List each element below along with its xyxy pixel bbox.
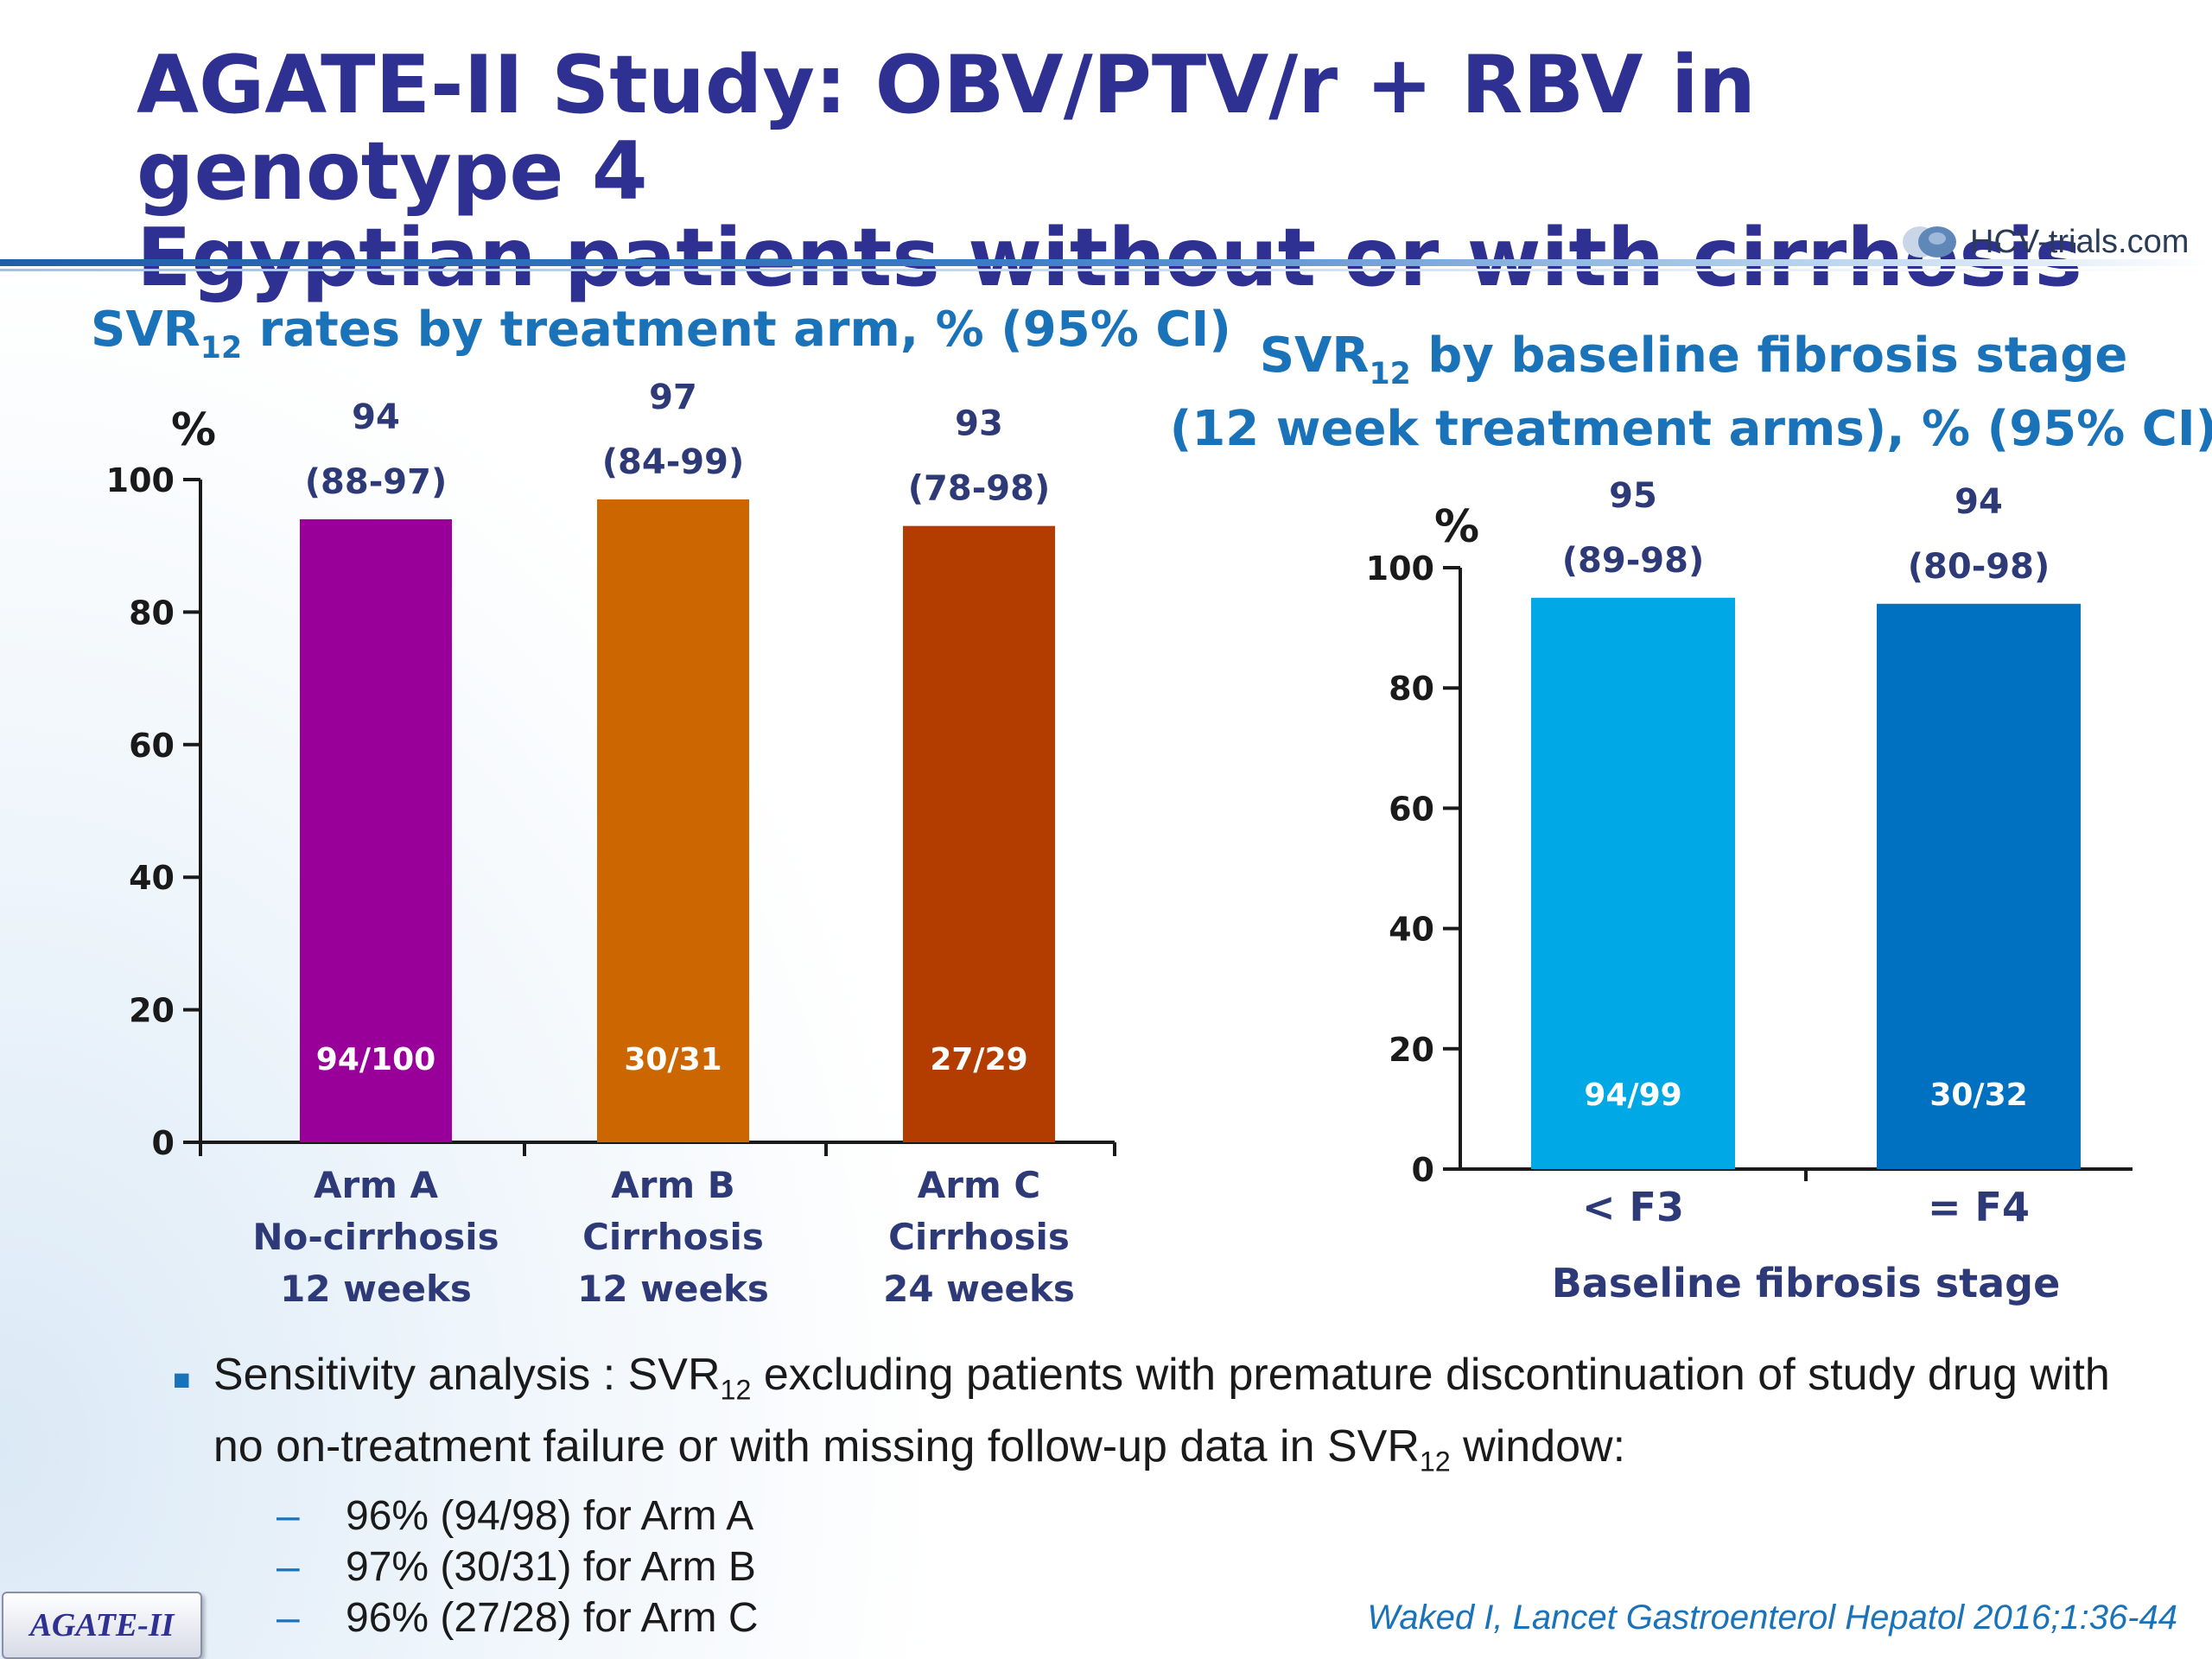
count-label: 27/29: [930, 1042, 1027, 1077]
bar-1: [1531, 597, 1735, 1169]
category-label: 24 weeks: [883, 1268, 1075, 1310]
sub-item-text: 96% (27/28) for Arm C: [346, 1594, 759, 1641]
y-tick-label: 100: [1366, 550, 1434, 588]
y-tick-label: 40: [129, 859, 175, 897]
background-glow: [0, 259, 950, 1659]
y-tick-label: 80: [1389, 670, 1434, 708]
ci-label: (88-97): [305, 462, 448, 502]
y-tick-label: 20: [129, 992, 175, 1030]
bullet-square-icon: ■: [173, 1363, 191, 1396]
logo-text: HCV-trials.com: [1970, 223, 2190, 260]
chart-2-title: SVR12 by baseline fibrosis stage: [1260, 327, 2128, 391]
sub-item-arm-b: – 97% (30/31) for Arm B: [173, 1541, 2160, 1592]
category-label: 12 weeks: [280, 1268, 472, 1310]
count-label: 30/32: [1929, 1077, 2027, 1113]
study-badge: AGATE-II: [2, 1592, 202, 1659]
reference-citation: Waked I, Lancet Gastroenterol Hepatol 20…: [1367, 1599, 2177, 1637]
x-axis-label: Baseline fibrosis stage: [1552, 1260, 2061, 1306]
y-tick-label: 60: [129, 727, 175, 765]
category-label: Arm B: [611, 1164, 735, 1206]
sub-item-text: 96% (94/98) for Arm A: [346, 1492, 754, 1539]
vial-icon: [1903, 226, 1956, 257]
value-label: 97: [649, 378, 697, 417]
y-tick-label: 0: [1412, 1151, 1434, 1189]
charts-canvas: SVR12 rates by treatment arm, % (95% CI)…: [91, 302, 2212, 1310]
sub-item-text: 97% (30/31) for Arm B: [346, 1543, 756, 1590]
dash-icon: –: [276, 1492, 300, 1539]
header-divider-thin: [0, 269, 2212, 271]
value-label: 94: [1955, 482, 2003, 522]
y-axis-label: %: [171, 404, 216, 456]
bullet-text: Sensitivity analysis : SVR12 excluding p…: [213, 1350, 2110, 1478]
notes-section: ■ Sensitivity analysis : SVR12 excluding…: [173, 1346, 2160, 1643]
category-label: Arm A: [314, 1164, 439, 1206]
value-label: 93: [955, 404, 1003, 444]
ci-label: (78-98): [908, 469, 1051, 509]
header-divider: [0, 259, 2212, 266]
value-label: 94: [352, 397, 400, 437]
chart-1: 0 20 40 60 80 100% 94 (88-97) 94/100 Arm A No-cirr…: [106, 378, 1116, 1310]
chart-1-title: SVR12 rates by treatment arm, % (95% CI): [91, 302, 1231, 365]
y-tick-label: 80: [129, 594, 175, 632]
value-label: 95: [1609, 476, 1657, 516]
chart-2-title-line2: (12 week treatment arms), % (95% CI): [1170, 401, 2212, 457]
y-tick-label: 20: [1389, 1031, 1434, 1069]
site-logo: HCV-trials.com: [1901, 216, 2189, 268]
chart-2: 0 20 40 60 80 100% 95 (89-98) 94/99 < F3 94 (80-98)…: [1366, 476, 2133, 1306]
title-line-2: Egyptian patients without or with cirrho…: [137, 211, 2082, 304]
slide-title: AGATE-II Study: OBV/PTV/r + RBV in genot…: [137, 41, 2124, 301]
y-axis-label: %: [1434, 501, 1479, 553]
y-tick-label: 100: [106, 461, 175, 499]
category-label: 12 weeks: [577, 1268, 769, 1310]
title-line-1: AGATE-II Study: OBV/PTV/r + RBV in genot…: [137, 38, 1756, 218]
category-label: = F4: [1928, 1184, 2030, 1230]
bar-2: [1877, 603, 2081, 1169]
bar-1: [300, 519, 452, 1142]
dash-icon: –: [276, 1594, 300, 1641]
category-label: Arm C: [918, 1164, 1040, 1206]
count-label: 30/31: [624, 1042, 721, 1077]
sub-item-arm-c: – 96% (27/28) for Arm C: [173, 1592, 2160, 1643]
ci-label: (80-98): [1908, 547, 2050, 587]
y-tick-label: 40: [1389, 911, 1434, 949]
category-label: Cirrhosis: [582, 1216, 764, 1258]
dash-icon: –: [276, 1543, 300, 1590]
ci-label: (89-98): [1562, 541, 1705, 581]
bar-2: [597, 499, 749, 1142]
bar-3: [903, 525, 1055, 1142]
sub-item-arm-a: – 96% (94/98) for Arm A: [173, 1491, 2160, 1541]
ci-label: (84-99): [602, 442, 745, 482]
category-label: < F3: [1582, 1184, 1684, 1230]
bullet-item: ■ Sensitivity analysis : SVR12 excluding…: [173, 1346, 2160, 1491]
category-label: No-cirrhosis: [252, 1216, 499, 1258]
y-tick-label: 60: [1389, 790, 1434, 828]
category-label: Cirrhosis: [888, 1216, 1070, 1258]
count-label: 94/99: [1584, 1077, 1681, 1113]
count-label: 94/100: [316, 1042, 435, 1077]
y-tick-label: 0: [152, 1124, 175, 1162]
